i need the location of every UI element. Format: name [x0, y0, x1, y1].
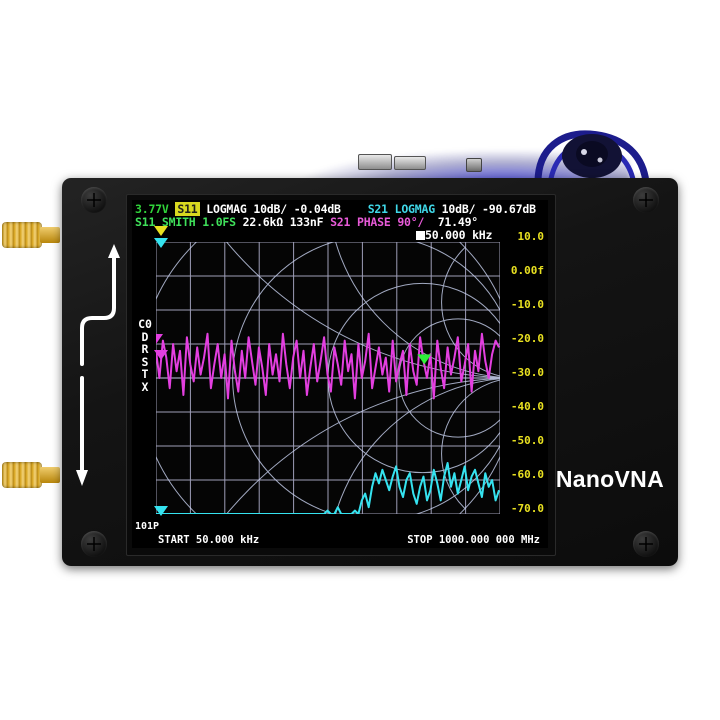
- trace2-value: -90.67dB: [482, 202, 536, 216]
- trace4-format: PHASE: [356, 215, 391, 229]
- sweep-points-label: 101P: [135, 521, 160, 532]
- trace2-scale: 10dB/: [441, 202, 476, 216]
- axis-tick: -60.0: [510, 468, 544, 481]
- stop-frequency-label[interactable]: STOP 1000.000 000 MHz: [407, 534, 540, 546]
- lcd-screen[interactable]: 3.77V S11 LOGMAG 10dB/ -0.04dB S21 LOGMA…: [132, 200, 548, 548]
- flag-c0: C0: [138, 317, 152, 331]
- sma-barrel: [2, 222, 42, 248]
- trace3-format: SMITH: [161, 215, 196, 229]
- flag-x: X: [141, 379, 149, 394]
- connector-panel: [0, 178, 64, 566]
- trace4-value: 71.49°: [437, 215, 479, 229]
- trace1-scale: 10dB/: [253, 202, 287, 216]
- flag-d: D: [141, 329, 149, 344]
- flag-t: T: [141, 367, 149, 381]
- sma-connector-ch0[interactable]: [2, 216, 60, 254]
- trace-s21-cyan: [156, 462, 500, 514]
- power-switch[interactable]: [394, 156, 426, 170]
- vertical-axis: 10.0 0.00f -10.0 -20.0 -30.0 -40.0 -50.0…: [500, 230, 544, 522]
- sweep-plot[interactable]: [156, 242, 500, 514]
- axis-tick: -30.0: [510, 366, 544, 379]
- marker-triangle-yellow[interactable]: [154, 226, 168, 236]
- marker-triangle-cyan-bottom[interactable]: [154, 506, 168, 516]
- sma-stem: [40, 467, 60, 483]
- jog-button[interactable]: [466, 158, 482, 172]
- trace4-chip[interactable]: S21: [330, 215, 351, 229]
- flag-r: R: [141, 342, 149, 356]
- start-frequency-label[interactable]: START 50.000 kHz: [158, 534, 260, 546]
- trace3-scale: 1.0FS: [202, 215, 236, 229]
- header-row-1: 3.77V S11 LOGMAG 10dB/ -0.04dB S21 LOGMA…: [135, 202, 536, 216]
- axis-tick: -20.0: [510, 332, 544, 345]
- usb-port[interactable]: [358, 154, 392, 170]
- marker-icon: [416, 231, 425, 240]
- axis-tick: -50.0: [510, 434, 544, 447]
- channel-flags: C0 D R S T X: [138, 318, 152, 393]
- axis-tick: 0.00f: [510, 264, 544, 277]
- trace3-capacitance: 133nF: [289, 215, 324, 229]
- blue-cable: [534, 130, 650, 187]
- plot-markers: [156, 334, 432, 365]
- axis-tick: -70.0: [510, 502, 544, 515]
- marker-triangle-magenta[interactable]: [154, 350, 168, 360]
- sma-stem: [40, 227, 60, 243]
- brand-logo: NanoVNA: [555, 466, 664, 492]
- trace1-chip[interactable]: S11: [175, 202, 200, 216]
- sma-barrel: [2, 462, 42, 488]
- screw-top-left: [81, 187, 107, 213]
- trace2-format: LOGMAG: [394, 202, 436, 216]
- trace-s11-magenta: [156, 332, 500, 400]
- trace3-chip[interactable]: S11: [135, 215, 156, 229]
- screw-bottom-right: [633, 531, 659, 557]
- screw-top-right: [633, 187, 659, 213]
- axis-tick: -10.0: [510, 298, 544, 311]
- screw-bottom-left: [81, 531, 107, 557]
- trace1-format: LOGMAG: [206, 202, 247, 216]
- axis-tick: 10.0: [517, 230, 545, 243]
- plot-marker-green-marker[interactable]: [417, 354, 432, 365]
- flag-s: S: [141, 354, 149, 369]
- plot-marker-ref-magenta[interactable]: [156, 334, 163, 344]
- sma-connector-ch1[interactable]: [2, 456, 60, 494]
- battery-voltage: 3.77V: [135, 202, 169, 216]
- marker-frequency: 50.000 kHz: [425, 228, 493, 242]
- axis-tick: -40.0: [510, 400, 544, 413]
- trace2-chip[interactable]: S21: [367, 202, 388, 216]
- marker-readout: 50.000 kHz: [416, 228, 492, 242]
- trace3-resistance: 22.6kΩ: [242, 215, 284, 229]
- header-row-2: S11 SMITH 1.0FS 22.6kΩ 133nF S21 PHASE 9…: [135, 215, 478, 229]
- trace4-scale: 90°/: [397, 215, 425, 229]
- trace1-value: -0.04dB: [293, 202, 341, 216]
- marker-triangle-cyan-top[interactable]: [154, 238, 168, 248]
